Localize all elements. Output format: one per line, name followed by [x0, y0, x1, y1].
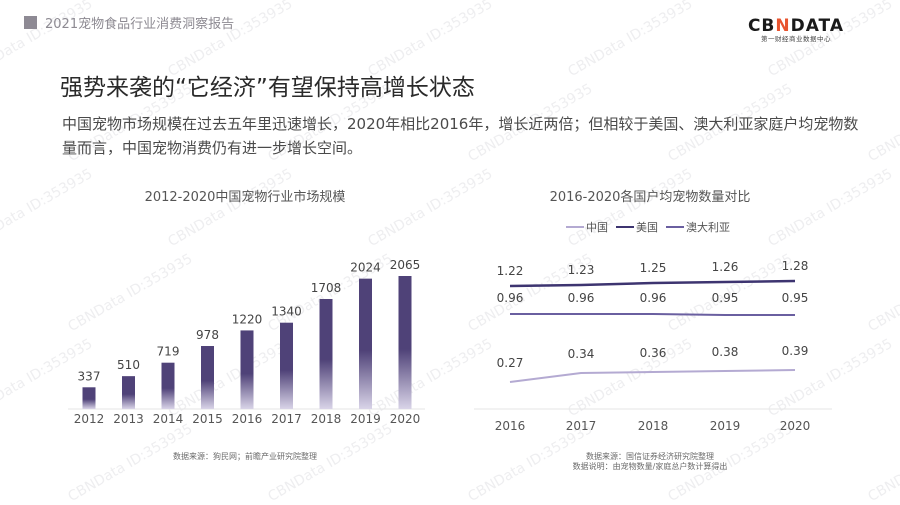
- bar-2017: [280, 322, 293, 409]
- line-chart-note: 数据说明：由宠物数量/家庭总户数计算得出: [572, 462, 728, 471]
- bar-2019: [359, 278, 372, 409]
- legend-item-us: 美国: [616, 219, 658, 235]
- line-value-label-us: 1.25: [640, 261, 667, 275]
- bar-2014: [161, 362, 175, 409]
- bar-2013: [122, 376, 135, 409]
- line-chart: 0.27 0.34 0.36 0.38 0.39 1.22 1.23 1.25 1.26 1.28…: [474, 259, 832, 433]
- bar-2016: [240, 330, 254, 409]
- line-value-label-us: 1.26: [712, 260, 739, 274]
- line-chart-title: 2016-2020各国户均宠物数量对比: [549, 190, 751, 205]
- line-chart-legend: 中国 美国 澳大利亚: [566, 219, 730, 235]
- line-value-label-us: 1.28: [782, 259, 809, 273]
- line-value-label-china: 0.36: [640, 346, 667, 360]
- header-square-icon: [24, 16, 37, 29]
- bar-value-label: 978: [196, 328, 219, 342]
- bar-value-label: 2065: [390, 258, 421, 272]
- bar-2020: [398, 276, 412, 409]
- bar-2012: [82, 387, 96, 409]
- legend-item-australia: 澳大利亚: [666, 219, 730, 235]
- bar-x-tick: 2014: [153, 412, 184, 426]
- line-value-label-australia: 0.96: [568, 291, 595, 305]
- line-chart-source: 数据来源：国信证券经济研究院整理 数据说明：由宠物数量/家庭总户数计算得出: [470, 452, 830, 472]
- legend-item-china: 中国: [566, 219, 608, 235]
- bar-value-label: 1220: [232, 312, 263, 326]
- bar-x-tick: 2015: [192, 412, 223, 426]
- bar-2015: [201, 346, 214, 409]
- bar-x-tick: 2016: [232, 412, 263, 426]
- line-australia: [510, 313, 795, 316]
- line-x-tick: 2020: [780, 419, 811, 433]
- bar-x-tick: 2019: [350, 412, 381, 426]
- line-value-label-china: 0.34: [568, 347, 595, 361]
- line-x-tick: 2019: [710, 419, 741, 433]
- line-x-tick: 2018: [638, 419, 669, 433]
- bar-x-tick: 2017: [271, 412, 302, 426]
- line-value-label-china: 0.27: [497, 356, 524, 370]
- bar-x-tick: 2012: [74, 412, 105, 426]
- bar-2018: [319, 298, 333, 409]
- bar-value-label: 337: [78, 369, 101, 383]
- bar-value-label: 1340: [271, 305, 302, 319]
- logo-wordmark: CBNDATA: [747, 16, 844, 36]
- line-x-tick: 2017: [566, 419, 597, 433]
- line-value-label-china: 0.39: [782, 344, 809, 358]
- logo-subtitle: 第一财经商业数据中心: [760, 35, 831, 43]
- legend-swatch-china: [566, 226, 584, 228]
- line-value-label-australia: 0.95: [782, 291, 809, 305]
- bar-value-label: 2024: [350, 261, 381, 275]
- slide-title: 强势来袭的“它经济”有望保持高增长状态: [60, 75, 475, 101]
- bar-x-tick: 2020: [390, 412, 421, 426]
- bar-chart-source: 数据来源：狗民网；前瞻产业研究院整理: [173, 452, 317, 461]
- legend-swatch-australia: [666, 226, 684, 228]
- cbndata-logo: CBNDATA 第一财经商业数据中心: [748, 17, 844, 44]
- slide-description: 中国宠物市场规模在过去五年里迅速增长，2020年相比2016年，增长近两倍；但相…: [62, 115, 859, 157]
- bar-x-tick: 2018: [311, 412, 342, 426]
- bar-series: 337 2012 510 2013 719 2014 978 2015 1220 2016 1340…: [74, 258, 421, 426]
- line-value-label-us: 1.22: [497, 264, 524, 278]
- bar-value-label: 719: [157, 345, 180, 359]
- line-value-label-us: 1.23: [568, 263, 595, 277]
- bar-chart: 337 2012 510 2013 719 2014 978 2015 1220 2016 1340…: [68, 258, 425, 426]
- line-value-label-australia: 0.96: [640, 291, 667, 305]
- line-x-tick: 2016: [495, 419, 526, 433]
- bar-x-tick: 2013: [113, 412, 144, 426]
- line-value-label-china: 0.38: [712, 345, 739, 359]
- line-value-label-australia: 0.96: [497, 291, 524, 305]
- bar-chart-title: 2012-2020中国宠物行业市场规模: [144, 190, 346, 205]
- line-us: [509, 279, 796, 288]
- report-title: 2021宠物食品行业消费洞察报告: [45, 17, 235, 32]
- bar-value-label: 510: [117, 358, 140, 372]
- line-series: 0.27 0.34 0.36 0.38 0.39 1.22 1.23 1.25 1.26 1.28…: [495, 259, 811, 433]
- line-china: [509, 369, 796, 383]
- line-chart-source-text: 数据来源：国信证券经济研究院整理: [586, 452, 714, 461]
- bar-value-label: 1708: [311, 281, 342, 295]
- line-value-label-australia: 0.95: [712, 291, 739, 305]
- legend-swatch-us: [616, 226, 634, 228]
